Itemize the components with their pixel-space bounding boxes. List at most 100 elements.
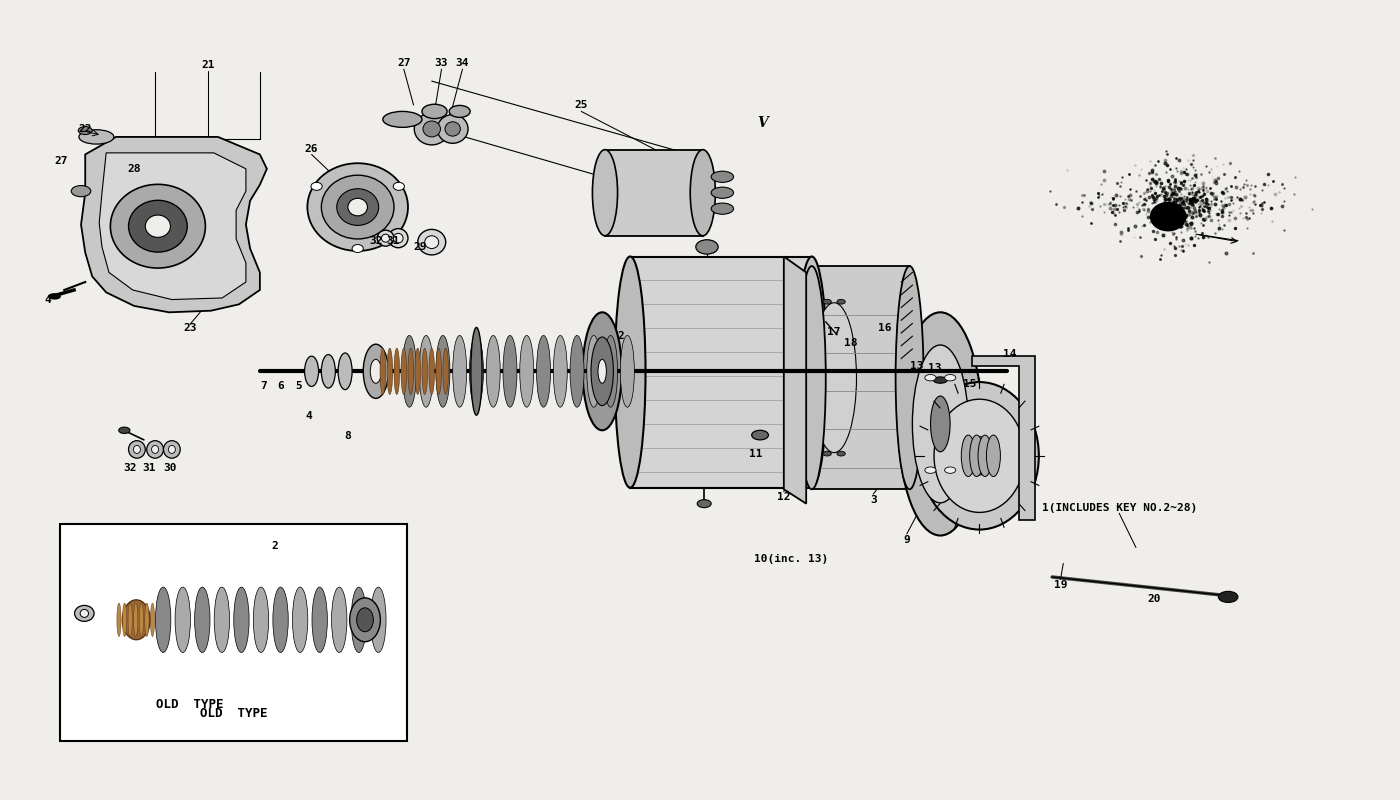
Ellipse shape bbox=[435, 335, 449, 407]
Text: 22: 22 bbox=[78, 124, 92, 134]
Ellipse shape bbox=[442, 348, 448, 394]
Ellipse shape bbox=[428, 348, 434, 394]
Ellipse shape bbox=[696, 240, 718, 254]
Ellipse shape bbox=[71, 186, 91, 197]
Ellipse shape bbox=[349, 198, 367, 216]
Ellipse shape bbox=[582, 312, 622, 430]
Text: 23: 23 bbox=[183, 323, 197, 334]
Ellipse shape bbox=[962, 435, 976, 477]
Ellipse shape bbox=[175, 587, 190, 653]
Ellipse shape bbox=[421, 348, 427, 394]
Text: 3: 3 bbox=[869, 494, 876, 505]
Ellipse shape bbox=[111, 184, 206, 268]
Ellipse shape bbox=[151, 446, 158, 454]
Ellipse shape bbox=[896, 266, 924, 490]
Text: 25: 25 bbox=[574, 100, 588, 110]
Ellipse shape bbox=[592, 150, 617, 236]
Ellipse shape bbox=[920, 382, 1039, 530]
Ellipse shape bbox=[979, 435, 993, 477]
Ellipse shape bbox=[620, 335, 634, 407]
Ellipse shape bbox=[382, 111, 421, 127]
Text: 4: 4 bbox=[45, 295, 50, 306]
Ellipse shape bbox=[407, 348, 413, 394]
Text: 12: 12 bbox=[777, 492, 791, 502]
Text: 27: 27 bbox=[398, 58, 410, 68]
Polygon shape bbox=[605, 150, 703, 236]
Ellipse shape bbox=[363, 344, 388, 398]
Ellipse shape bbox=[445, 122, 461, 136]
Text: 15: 15 bbox=[963, 379, 976, 389]
Ellipse shape bbox=[519, 335, 533, 407]
Ellipse shape bbox=[116, 603, 120, 637]
Ellipse shape bbox=[837, 451, 846, 456]
Text: 8: 8 bbox=[344, 431, 351, 441]
Ellipse shape bbox=[945, 374, 956, 381]
Ellipse shape bbox=[414, 348, 420, 394]
Ellipse shape bbox=[150, 603, 154, 637]
Ellipse shape bbox=[308, 163, 407, 251]
Ellipse shape bbox=[351, 587, 367, 653]
Ellipse shape bbox=[570, 335, 584, 407]
Ellipse shape bbox=[386, 348, 392, 394]
Ellipse shape bbox=[414, 113, 449, 145]
Polygon shape bbox=[973, 356, 1036, 519]
Text: 31: 31 bbox=[386, 235, 399, 246]
Ellipse shape bbox=[122, 600, 150, 640]
Ellipse shape bbox=[80, 610, 88, 618]
Ellipse shape bbox=[400, 348, 406, 394]
Ellipse shape bbox=[293, 587, 308, 653]
Ellipse shape bbox=[139, 603, 143, 637]
Text: 2: 2 bbox=[617, 331, 624, 342]
Ellipse shape bbox=[615, 257, 645, 488]
Ellipse shape bbox=[934, 377, 948, 383]
Ellipse shape bbox=[305, 356, 319, 386]
Polygon shape bbox=[81, 137, 267, 312]
Ellipse shape bbox=[357, 608, 374, 632]
Ellipse shape bbox=[965, 437, 995, 475]
Text: 10(inc. 13): 10(inc. 13) bbox=[753, 554, 827, 565]
Ellipse shape bbox=[214, 587, 230, 653]
Ellipse shape bbox=[452, 335, 466, 407]
Ellipse shape bbox=[424, 236, 438, 249]
Ellipse shape bbox=[801, 271, 868, 485]
Ellipse shape bbox=[78, 126, 92, 134]
Polygon shape bbox=[99, 153, 246, 299]
Polygon shape bbox=[812, 266, 910, 490]
Ellipse shape bbox=[823, 451, 832, 456]
Ellipse shape bbox=[351, 245, 363, 253]
Ellipse shape bbox=[603, 335, 617, 407]
Ellipse shape bbox=[752, 430, 769, 440]
Text: 32: 32 bbox=[123, 462, 137, 473]
Ellipse shape bbox=[350, 598, 381, 642]
Text: 31: 31 bbox=[143, 462, 157, 473]
Ellipse shape bbox=[711, 203, 734, 214]
Ellipse shape bbox=[147, 441, 164, 458]
Ellipse shape bbox=[234, 587, 249, 653]
Text: 7: 7 bbox=[260, 381, 267, 390]
Text: 11: 11 bbox=[749, 450, 763, 459]
Ellipse shape bbox=[435, 348, 441, 394]
Ellipse shape bbox=[798, 266, 826, 490]
Text: 30: 30 bbox=[164, 462, 178, 473]
Ellipse shape bbox=[469, 335, 483, 407]
Text: 21: 21 bbox=[202, 60, 216, 70]
Ellipse shape bbox=[503, 335, 517, 407]
Ellipse shape bbox=[931, 396, 951, 452]
Ellipse shape bbox=[393, 182, 405, 190]
Text: 27: 27 bbox=[55, 156, 69, 166]
Text: 28: 28 bbox=[127, 164, 141, 174]
Text: 1(INCLUDES KEY NO.2~28): 1(INCLUDES KEY NO.2~28) bbox=[1042, 502, 1197, 513]
Ellipse shape bbox=[421, 104, 447, 118]
Bar bbox=[60, 524, 406, 742]
Ellipse shape bbox=[711, 171, 734, 182]
Ellipse shape bbox=[322, 354, 336, 388]
Ellipse shape bbox=[1218, 591, 1238, 602]
Ellipse shape bbox=[934, 399, 1025, 513]
Ellipse shape bbox=[155, 587, 171, 653]
Ellipse shape bbox=[370, 359, 381, 383]
Ellipse shape bbox=[470, 327, 482, 415]
Ellipse shape bbox=[133, 446, 140, 454]
Text: 19: 19 bbox=[1054, 580, 1067, 590]
Ellipse shape bbox=[587, 335, 601, 407]
Ellipse shape bbox=[1151, 202, 1186, 230]
